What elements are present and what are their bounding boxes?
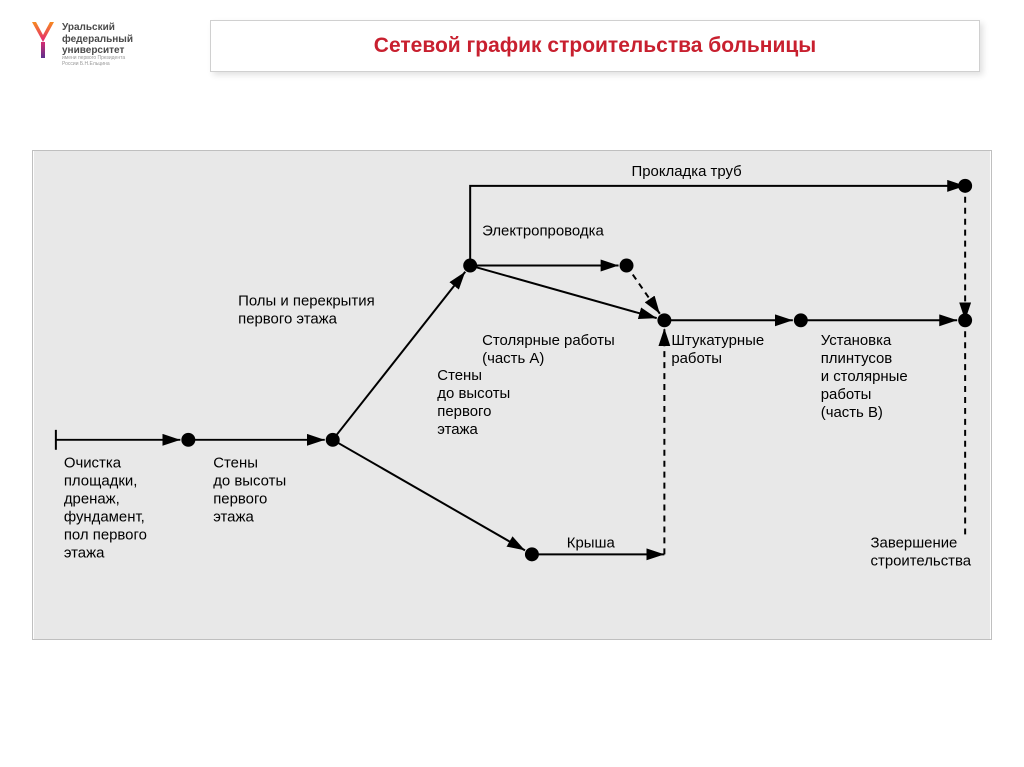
edge-label: Электропроводка [482, 223, 604, 240]
logo-sub2: России Б.Н.Ельцина [62, 62, 125, 68]
node-n9 [958, 179, 972, 193]
edge-label: Прокладка труб [632, 163, 742, 180]
node-n4 [620, 259, 634, 273]
node-n1 [181, 433, 195, 447]
edge-label: Завершениестроительства [871, 534, 972, 569]
logo-line1: Уральский [62, 22, 133, 34]
node-n7 [525, 547, 539, 561]
network-diagram: Очисткаплощадки,дренаж,фундамент,пол пер… [32, 150, 992, 640]
node-n6 [794, 313, 808, 327]
logo-line2: федеральный [62, 34, 133, 46]
logo-mark-icon [30, 20, 56, 60]
node-n5 [657, 313, 671, 327]
node-n3 [463, 259, 477, 273]
node-n8 [958, 313, 972, 327]
page-title: Сетевой график строительства больницы [374, 34, 816, 58]
edge-label: Крыша [567, 534, 616, 551]
logo-subtitle: имени первого Президента России Б.Н.Ельц… [62, 56, 125, 67]
node-n2 [326, 433, 340, 447]
diagram-svg: Очисткаплощадки,дренаж,фундамент,пол пер… [33, 151, 991, 639]
logo-text: Уральский федеральный университет [62, 22, 133, 57]
title-box: Сетевой график строительства больницы [210, 20, 980, 72]
